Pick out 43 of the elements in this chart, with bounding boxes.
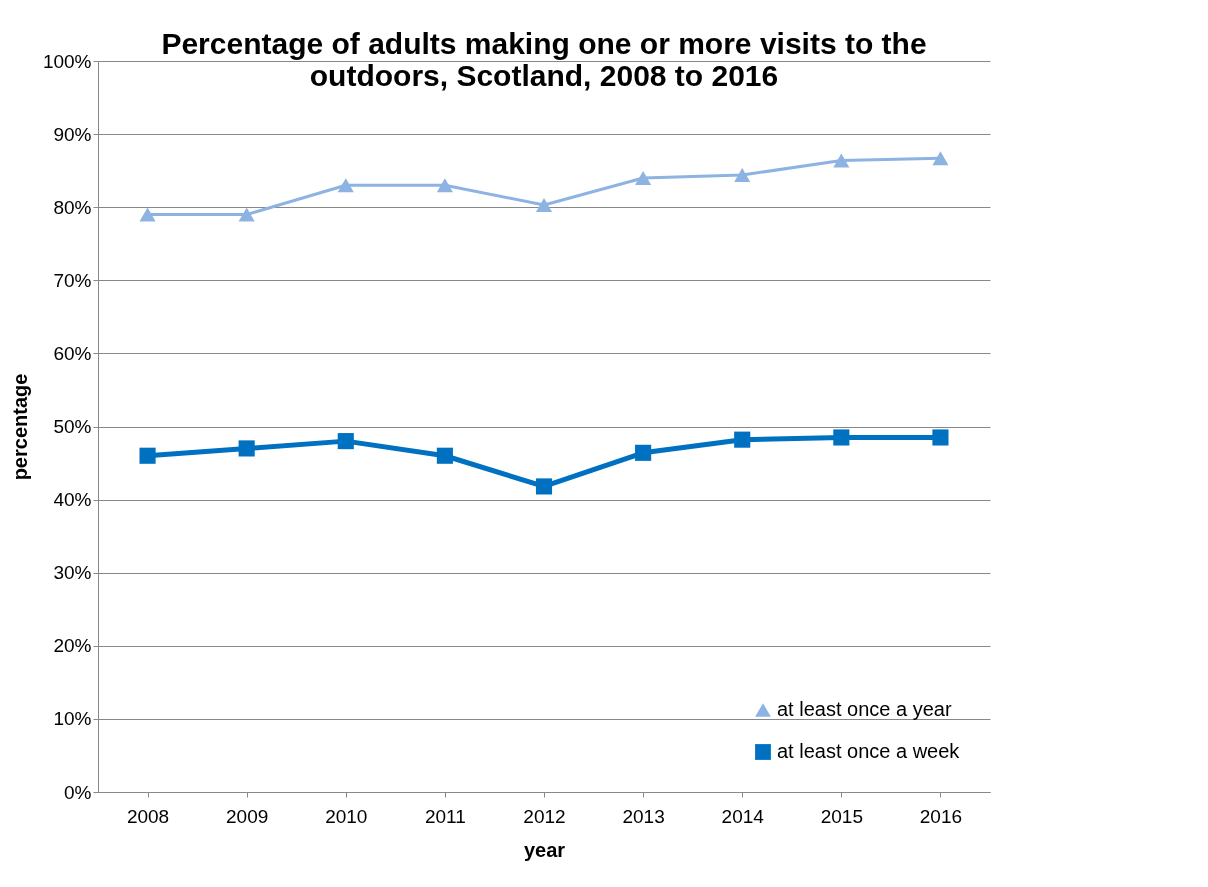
y-axis-title: percentage	[8, 373, 31, 481]
x-tick-label: 2011	[424, 805, 466, 827]
x-axis-title: year	[523, 838, 566, 861]
y-tick-label: 30%	[53, 562, 92, 584]
point	[337, 178, 354, 193]
point	[436, 178, 453, 193]
x-tick-label: 2009	[226, 805, 269, 827]
x-tick-label: 2016	[919, 805, 963, 827]
y-tick-label: 40%	[53, 489, 92, 511]
point	[833, 429, 850, 446]
y-tick-label: 100%	[42, 50, 92, 72]
x-tick-label: 2012	[523, 805, 566, 827]
x-tick-label: 2014	[721, 805, 765, 827]
legend-label: at least once a week	[777, 740, 961, 762]
point	[734, 168, 751, 183]
point	[734, 431, 751, 448]
point	[238, 207, 255, 222]
y-tick-label: 0%	[64, 781, 92, 803]
point	[436, 447, 453, 464]
y-tick-label: 90%	[53, 123, 92, 145]
y-tick-label: 50%	[53, 416, 92, 437]
point	[337, 433, 354, 450]
point	[932, 151, 949, 166]
point	[139, 207, 156, 222]
y-tick-label: 70%	[53, 269, 92, 291]
y-tick-label: 20%	[53, 635, 92, 657]
point	[833, 153, 850, 168]
point	[635, 170, 652, 185]
x-tick-label: 2013	[622, 805, 665, 827]
point	[635, 444, 652, 461]
legend-label: at least once a year	[777, 698, 952, 720]
x-tick-label: 2015	[820, 805, 863, 827]
y-tick-label: 10%	[53, 708, 92, 730]
y-tick-label: 60%	[53, 342, 92, 364]
x-tick-label: 2010	[325, 805, 368, 827]
point	[535, 478, 553, 495]
chart-title: Percentage of adults making one or more visits to the outdoors, Scotland, 2008 to 2016	[161, 27, 927, 92]
point	[535, 198, 553, 212]
x-tick-label: 2008	[126, 805, 170, 827]
point	[238, 440, 255, 457]
point	[932, 429, 949, 446]
point	[139, 447, 156, 464]
y-tick-label: 80%	[53, 196, 92, 218]
